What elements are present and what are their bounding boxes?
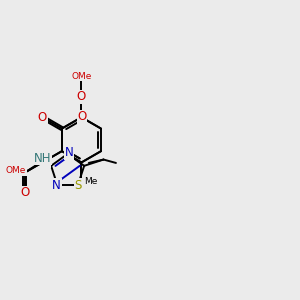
Text: O: O — [20, 187, 29, 200]
Text: Me: Me — [84, 177, 98, 186]
Text: O: O — [77, 110, 87, 123]
Text: O: O — [41, 155, 50, 168]
Text: N: N — [65, 146, 74, 160]
Text: S: S — [74, 179, 82, 192]
Text: NH: NH — [34, 152, 51, 165]
Text: OMe: OMe — [71, 72, 92, 81]
Text: O: O — [38, 111, 47, 124]
Text: O: O — [77, 90, 86, 104]
Text: N: N — [52, 179, 61, 192]
Text: OMe: OMe — [6, 167, 26, 176]
